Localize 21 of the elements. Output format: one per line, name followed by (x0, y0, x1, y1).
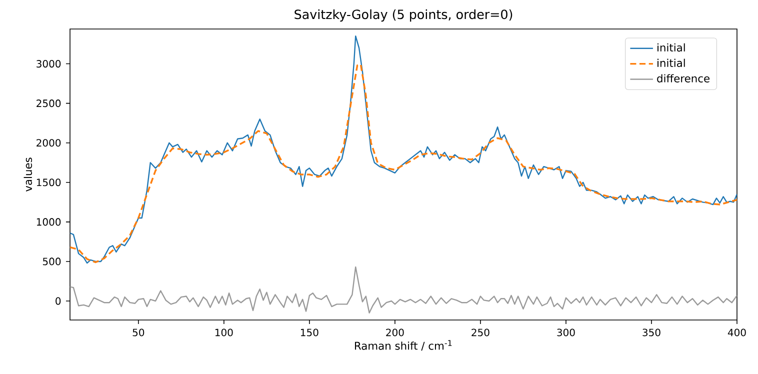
x-tick-label: 300 (557, 328, 575, 336)
x-tick-label: 200 (386, 328, 404, 336)
y-tick-label: 1000 (36, 218, 61, 226)
y-tick-label: 0 (56, 297, 61, 305)
y-tick-label: 3000 (36, 60, 61, 68)
legend-label: initial (658, 43, 685, 52)
legend-label: initial (658, 58, 685, 68)
x-tick-label: 50 (132, 328, 144, 336)
x-tick-label: 150 (301, 328, 318, 336)
y-tick-label: 500 (42, 258, 61, 266)
y-tick-label: 1500 (36, 178, 61, 186)
chart-title: Savitzky-Golay (5 points, order=0) (294, 9, 512, 22)
legend-label: difference (657, 74, 710, 82)
x-tick-label: 100 (215, 328, 233, 336)
x-tick-label: 400 (728, 328, 746, 336)
y-axis-title: values (24, 158, 32, 192)
x-tick-label: 350 (642, 328, 660, 336)
y-tick-label: 2500 (36, 100, 61, 108)
x-tick-label: 250 (472, 328, 490, 336)
x-axis-title: Raman shift / cm$^{-1}$ (354, 340, 452, 351)
y-tick-label: 2000 (36, 139, 61, 147)
